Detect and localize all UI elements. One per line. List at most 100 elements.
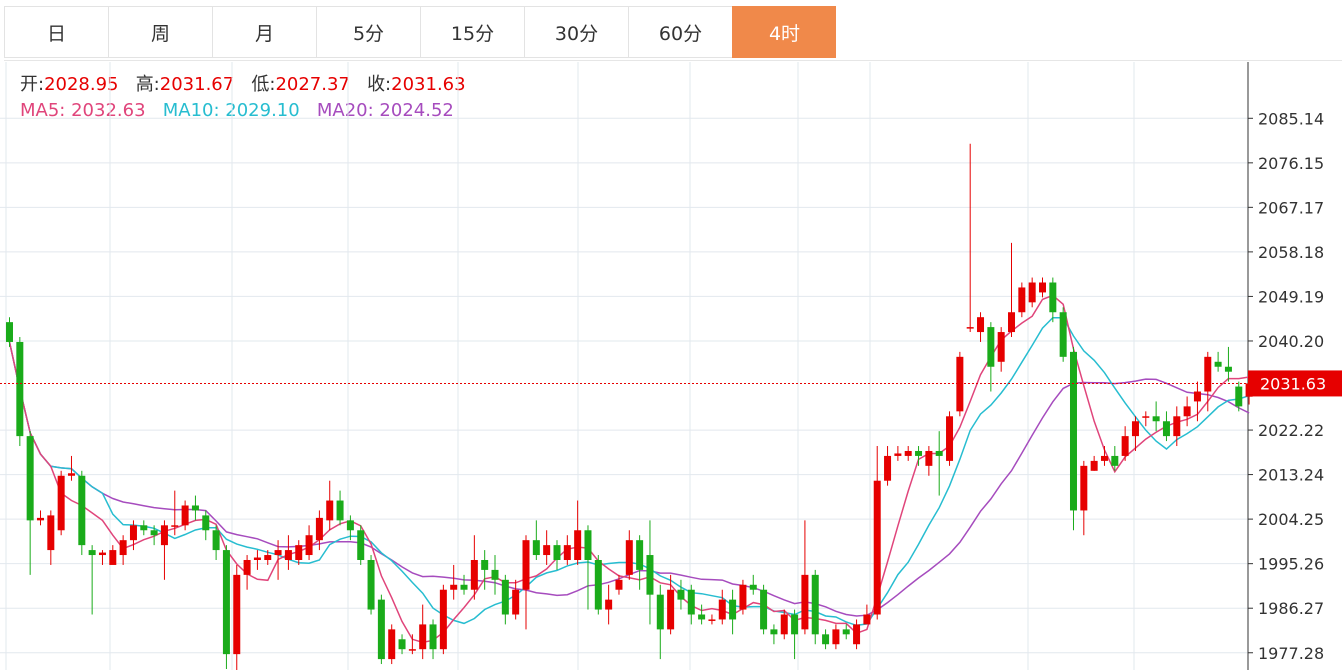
candle-body [1162,421,1170,437]
candle-body [780,614,788,635]
close-value: 2031.63 [391,74,466,95]
candle-body [398,639,406,650]
candle-body [1018,287,1026,313]
candle-body [16,341,24,437]
candle-body [853,624,861,645]
candle-body [450,584,458,590]
candle-body [98,552,106,556]
candle-body [36,517,44,521]
y-tick-label: 2013.24 [1258,466,1324,485]
ma5-label: MA5: [20,100,66,121]
candle-body [367,559,375,610]
candle-body [181,505,189,526]
ma10-value: 2029.10 [225,100,300,121]
candle-body [873,480,881,615]
candle-body [677,589,685,600]
candle-body [863,614,871,625]
candle-body [470,559,478,590]
tab-0[interactable]: 日 [4,6,108,58]
y-tick-label: 2058.18 [1258,243,1324,262]
y-tick-label: 2004.25 [1258,510,1324,529]
candle-body [842,629,850,635]
close-label: 收: [367,74,392,95]
candle-body [439,589,447,650]
candle-body [811,574,819,635]
candle-body [429,624,437,650]
candle-body [646,555,654,595]
candle-body [1224,366,1232,372]
candle-body [6,322,13,342]
tab-5[interactable]: 30分 [524,6,628,58]
candle-body [594,559,602,610]
candle-body [191,505,199,511]
candle-body [1008,312,1016,333]
tab-7[interactable]: 4时 [732,6,836,58]
candle-body [1028,282,1036,303]
candle-body [1183,406,1191,417]
high-label: 高: [135,74,160,95]
candle-body [946,416,954,461]
candle-body [966,327,974,329]
candle-body [636,540,644,570]
ma20-label: MA20: [316,100,374,121]
low-value: 2027.37 [275,74,350,95]
candle-body [129,525,137,541]
tab-1[interactable]: 周 [108,6,212,58]
candle-body [667,589,675,630]
candle-body [150,530,158,536]
candle-body [687,589,695,615]
candle-body [336,500,344,521]
candle-body [884,455,892,481]
candle-body [1100,455,1108,461]
candle-body [749,584,757,590]
y-tick-label: 2040.20 [1258,332,1324,351]
candle-body [1111,455,1119,466]
candle-body [460,584,468,590]
ma-line: MA5: 2032.63 MA10: 2029.10 MA20: 2024.52 [20,98,466,124]
candle-body [563,545,571,560]
candle-body [770,629,778,635]
candle-body [357,530,365,560]
candle-body [718,599,726,620]
candle-body [1193,391,1201,402]
candle-body [1173,416,1181,437]
candle-body [543,545,551,556]
candle-body [88,550,96,556]
candle-body [739,584,747,610]
candle-body [481,559,489,570]
candle-body [78,475,86,546]
candle-body [574,530,582,560]
candle-body [894,453,902,456]
candle-body [997,332,1005,362]
candle-body [57,475,65,531]
candle-body [584,530,592,560]
candle-body [119,540,127,556]
candle-body [1059,312,1067,357]
tab-6[interactable]: 60分 [628,6,732,58]
candle-body [233,574,241,655]
candle-body [202,515,210,531]
low-label: 低: [251,74,276,95]
candle-body [760,589,768,630]
candle-body [1121,436,1129,456]
y-tick-label: 1977.28 [1258,644,1324,663]
candle-body [47,515,55,551]
tab-3[interactable]: 5分 [316,6,420,58]
candle-body [419,624,427,650]
candle-body [171,525,179,527]
last-price-label: 2031.63 [1260,374,1326,393]
open-value: 2028.95 [44,74,119,95]
candle-body [491,569,499,580]
candle-body [253,557,261,560]
candle-body [512,589,520,615]
candle-body [212,530,220,551]
tab-4[interactable]: 15分 [420,6,524,58]
candle-body [243,559,251,575]
candle-body [26,436,34,521]
candle-body [1235,386,1243,407]
ohlc-info-panel: 开:2028.95 高:2031.67 低:2027.37 收:2031.63 … [20,72,466,124]
y-tick-label: 2067.17 [1258,198,1324,217]
candle-body [326,500,334,521]
tab-2[interactable]: 月 [212,6,316,58]
